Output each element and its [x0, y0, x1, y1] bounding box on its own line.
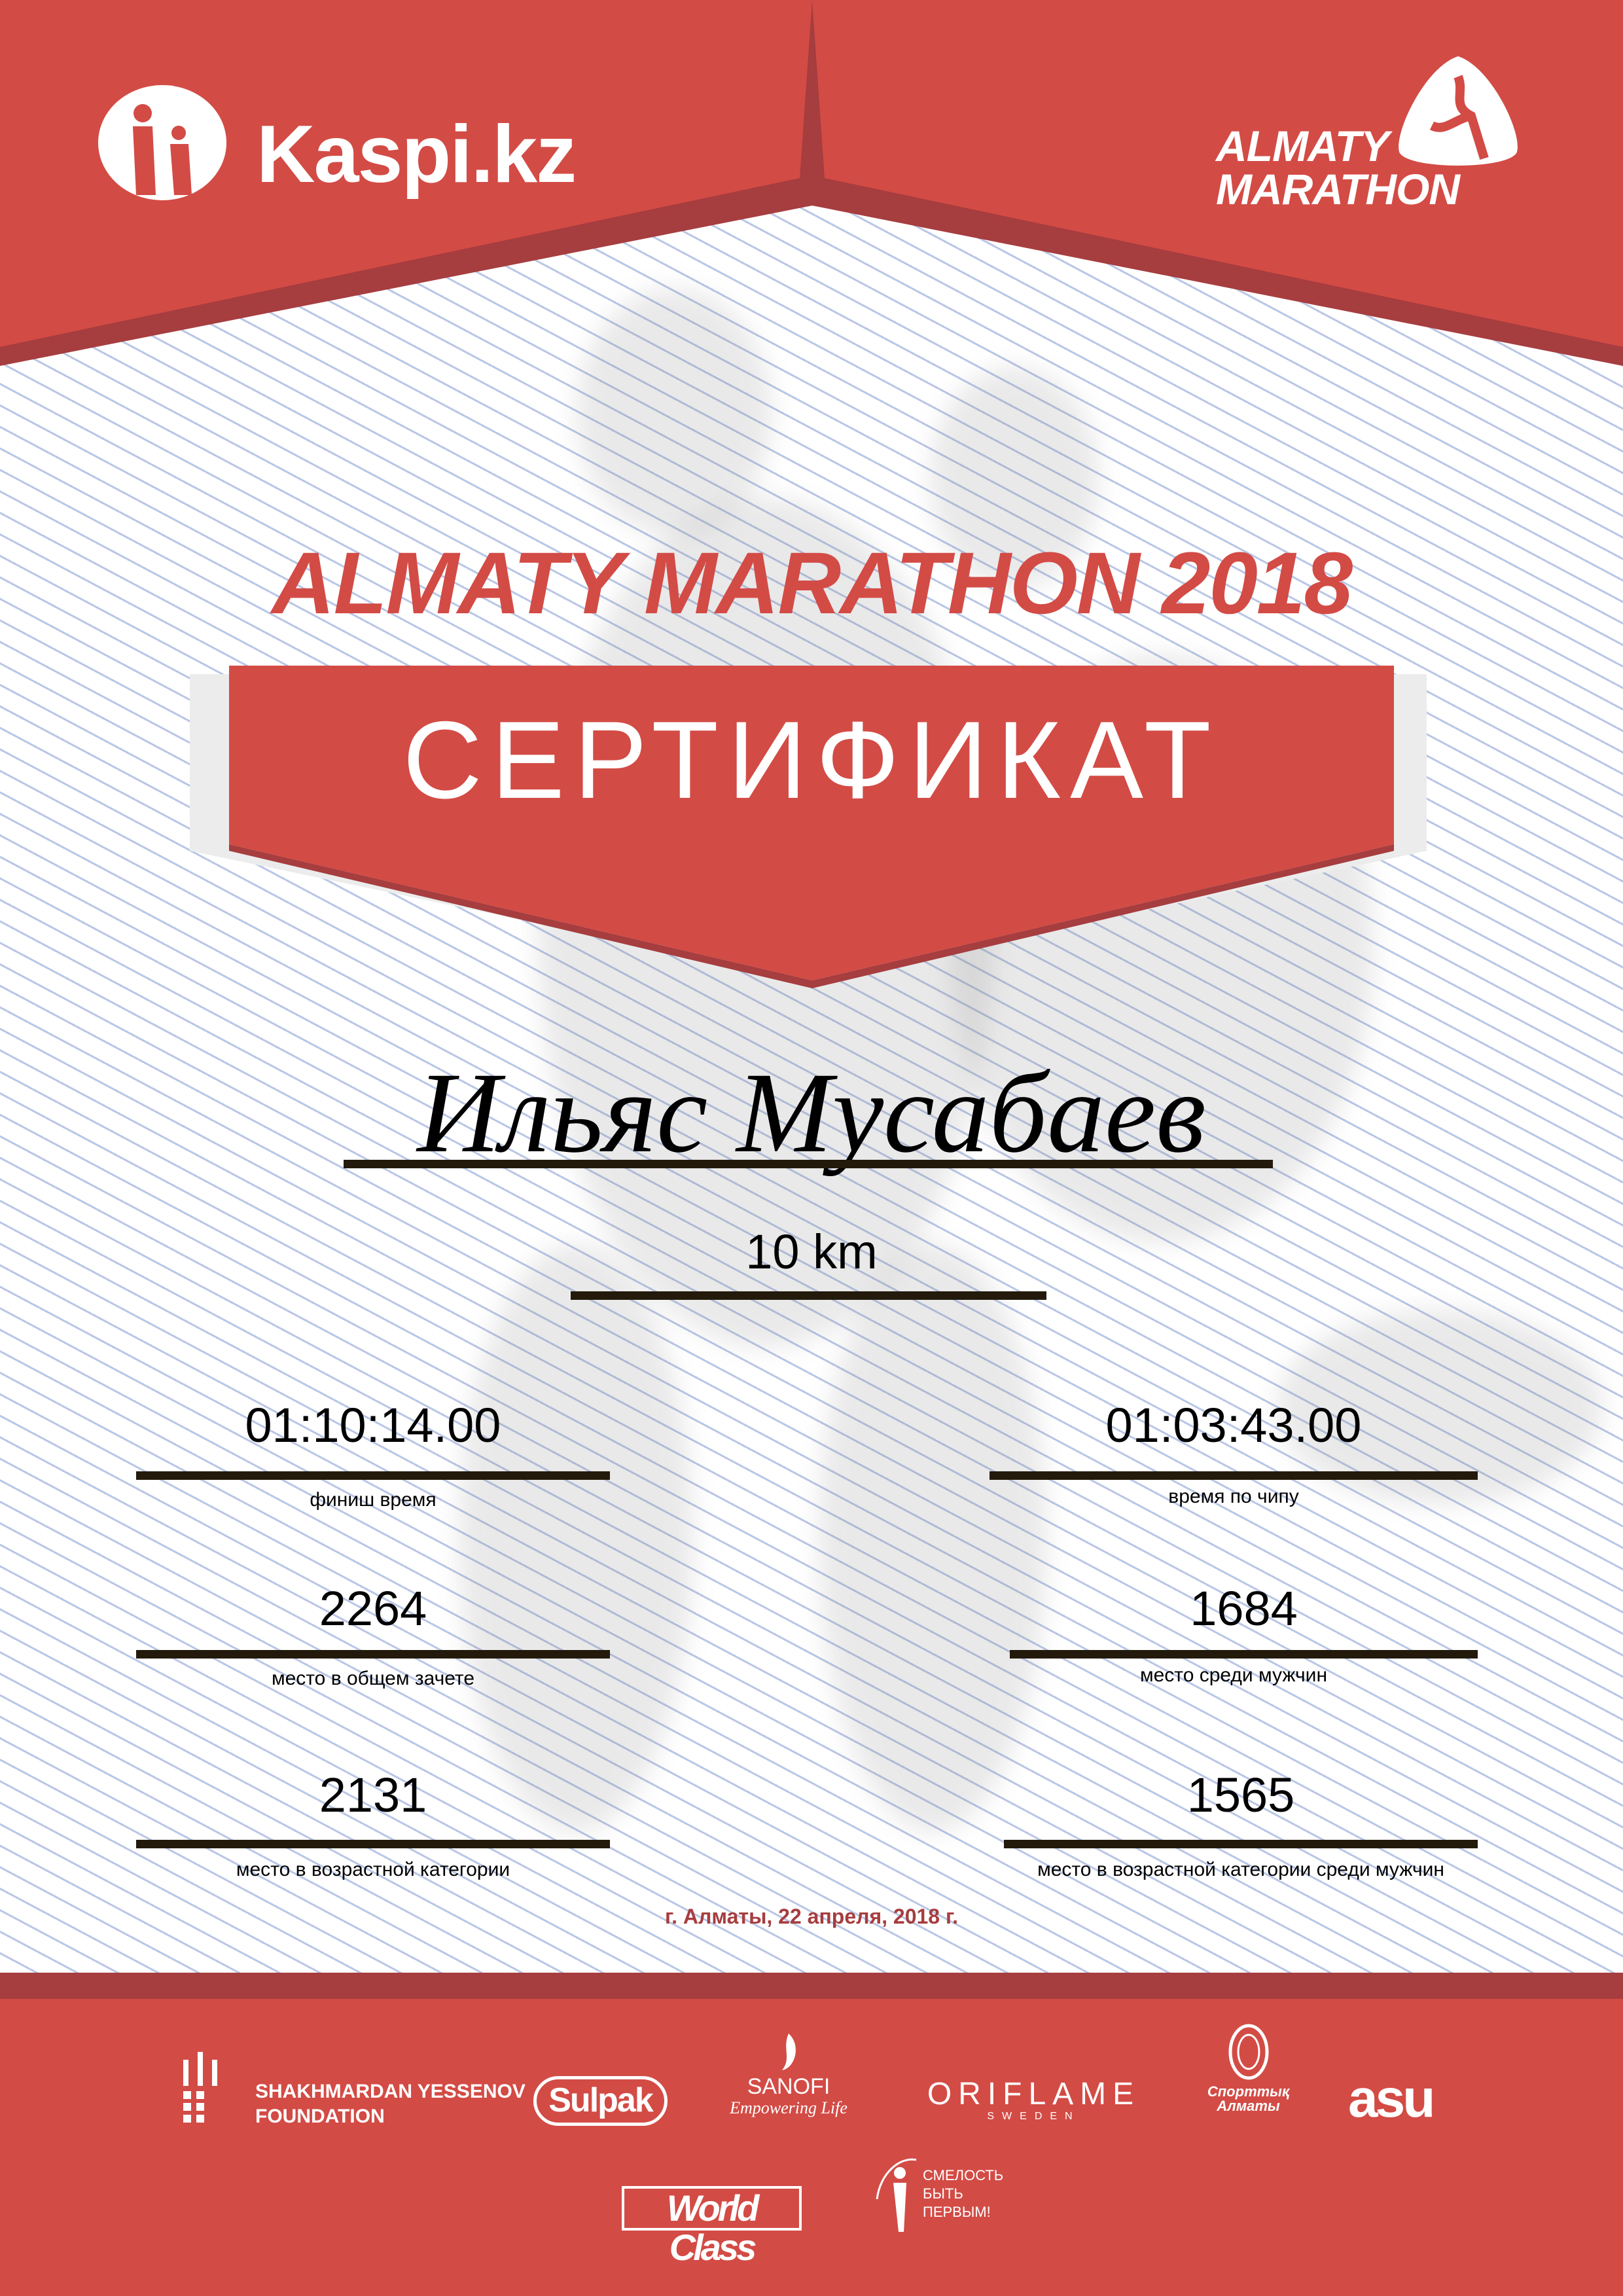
distance-underline: [571, 1291, 1046, 1300]
finish-time-value: 01:10:14.00: [245, 1398, 501, 1452]
chip-time-label: время по чипу: [1168, 1486, 1299, 1507]
stat-underline: [1010, 1650, 1478, 1659]
stat-underline: [136, 1471, 610, 1480]
logo-line-2: MARATHON: [1216, 165, 1460, 213]
header-banner: [0, 0, 1623, 366]
age-male-place-label: место в возрастной категории среди мужчи…: [1037, 1859, 1444, 1880]
oriflame-logo: ORIFLAME SWEDEN: [924, 2078, 1143, 2123]
name-underline: [344, 1160, 1273, 1168]
stat-underline: [136, 1840, 610, 1848]
sanofi-text: SANOFI: [747, 2074, 830, 2099]
sanofi-icon: [782, 2034, 796, 2070]
participant-name: Ильяс Мусабаев: [417, 1049, 1206, 1177]
asu-logo: asu: [1348, 2069, 1435, 2128]
stat-underline: [990, 1471, 1478, 1480]
yessenov-text-1: SHAKHMARDAN YESSENOV: [255, 2081, 526, 2102]
stat-underline: [136, 1650, 610, 1659]
finish-time-label: финиш время: [310, 1489, 437, 1511]
fund-runner-icon: [876, 2158, 917, 2232]
yessenov-text-2: FOUNDATION: [255, 2106, 385, 2127]
distance: 10 km: [745, 1225, 878, 1279]
chip-time-value: 01:03:43.00: [1105, 1398, 1362, 1452]
male-place-label: место среди мужчин: [1139, 1664, 1328, 1686]
sanofi-logo: SANOFI Empowering Life: [726, 2032, 851, 2118]
logo-line-1: ALMATY: [1216, 122, 1389, 170]
sport-almaty-text-1: Спорттық: [1207, 2083, 1290, 2100]
almaty-marathon-logo: ALMATY MARATHON: [1216, 122, 1460, 213]
overall-place-value: 2264: [319, 1581, 427, 1636]
certificate-heading: СЕРТИФИКАТ: [402, 698, 1221, 821]
yessenov-icon: [183, 2052, 217, 2123]
certificate-banner-shape: [190, 666, 1427, 988]
age-place-label: место в возрастной категории: [236, 1859, 510, 1880]
almaty-marathon-logo-icon: [1399, 56, 1518, 166]
sanofi-tagline: Empowering Life: [730, 2098, 847, 2117]
fund-logo: СМЕЛОСТЬ БЫТЬ ПЕРВЫМ!: [874, 2153, 1011, 2238]
sponsors-footer: [0, 1973, 1623, 2296]
sport-almaty-emblem-icon: [1228, 2024, 1268, 2080]
event-date: г. Алматы, 22 апреля, 2018 г.: [665, 1905, 958, 1928]
kaspi-logo-icon: [98, 85, 226, 200]
world-class-logo: World Class: [622, 2186, 802, 2267]
overall-place-label: место в общем зачете: [271, 1668, 475, 1689]
sport-almaty-text-2: Алматы: [1217, 2098, 1280, 2114]
sulpak-logo: Sulpak: [533, 2076, 668, 2126]
yessenov-foundation-logo: SHAKHMARDAN YESSENOV FOUNDATION: [182, 2052, 526, 2127]
fund-text-3: ПЕРВЫМ!: [923, 2204, 991, 2220]
kaspi-logo-text: Kaspi.kz: [257, 109, 577, 200]
fund-text-2: БЫТЬ: [923, 2185, 963, 2202]
male-place-value: 1684: [1190, 1581, 1298, 1636]
age-male-place-value: 1565: [1186, 1768, 1295, 1822]
fund-text-1: СМЕЛОСТЬ: [923, 2167, 1004, 2183]
stat-underline: [1004, 1840, 1478, 1848]
oriflame-subtext: SWEDEN: [987, 2111, 1080, 2122]
event-title: ALMATY MARATHON 2018: [271, 535, 1353, 632]
oriflame-text: ORIFLAME: [927, 2077, 1141, 2111]
age-place-value: 2131: [319, 1768, 427, 1822]
sport-almaty-logo: Спорттық Алматы: [1201, 2022, 1296, 2113]
